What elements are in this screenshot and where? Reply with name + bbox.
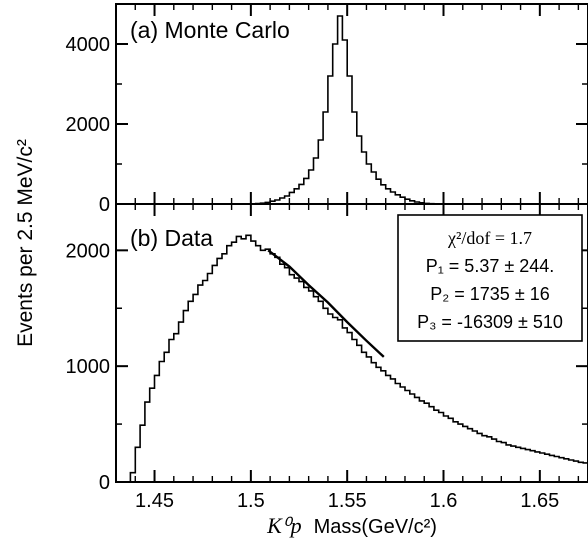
y-tick-label-bottom-2000: 2000 <box>66 240 111 262</box>
fit-p1: P₁ = 5.37 ± 244. <box>426 256 555 276</box>
fit-curve <box>267 249 385 358</box>
y-tick-label-top-4000: 4000 <box>66 34 111 56</box>
y-tick-label-bottom-1000: 1000 <box>66 356 111 378</box>
fit-p2: P₂ = 1735 ± 16 <box>430 284 549 304</box>
bottom-panel-frame <box>115 203 588 483</box>
x-axis-label: K⁰p Mass(GeV/c²) <box>266 513 437 538</box>
x-axis-label-units: Mass(GeV/c²) <box>314 516 437 538</box>
y-tick-label-top-0: 0 <box>99 194 110 216</box>
top-panel-ticks: 0 2000 4000 <box>66 34 588 216</box>
x-axis-ticks: 1.45 1.5 1.55 1.6 1.65 <box>134 4 580 512</box>
panel-a-label: (a) Monte Carlo <box>130 17 290 43</box>
x-axis-label-particle: K⁰p <box>266 513 302 538</box>
panel-b-label: (b) Data <box>130 225 213 251</box>
fit-parameters-box: χ²/dof = 1.7 P₁ = 5.37 ± 244. P₂ = 1735 … <box>397 214 583 342</box>
y-tick-label-top-2000: 2000 <box>66 114 111 136</box>
x-tick-label-1.55: 1.55 <box>328 490 367 512</box>
fit-chi2-dof: χ²/dof = 1.7 <box>447 228 532 248</box>
data-histogram <box>116 234 588 483</box>
x-tick-label-1.6: 1.6 <box>430 490 458 512</box>
monte-carlo-histogram <box>116 15 588 205</box>
fit-p3: P₃ = -16309 ± 510 <box>417 312 563 332</box>
x-tick-label-1.5: 1.5 <box>237 490 265 512</box>
x-tick-label-1.45: 1.45 <box>135 490 174 512</box>
x-tick-label-1.65: 1.65 <box>520 490 559 512</box>
y-tick-label-bottom-0: 0 <box>99 472 110 494</box>
y-axis-label: Events per 2.5 MeV/c² <box>14 139 37 347</box>
